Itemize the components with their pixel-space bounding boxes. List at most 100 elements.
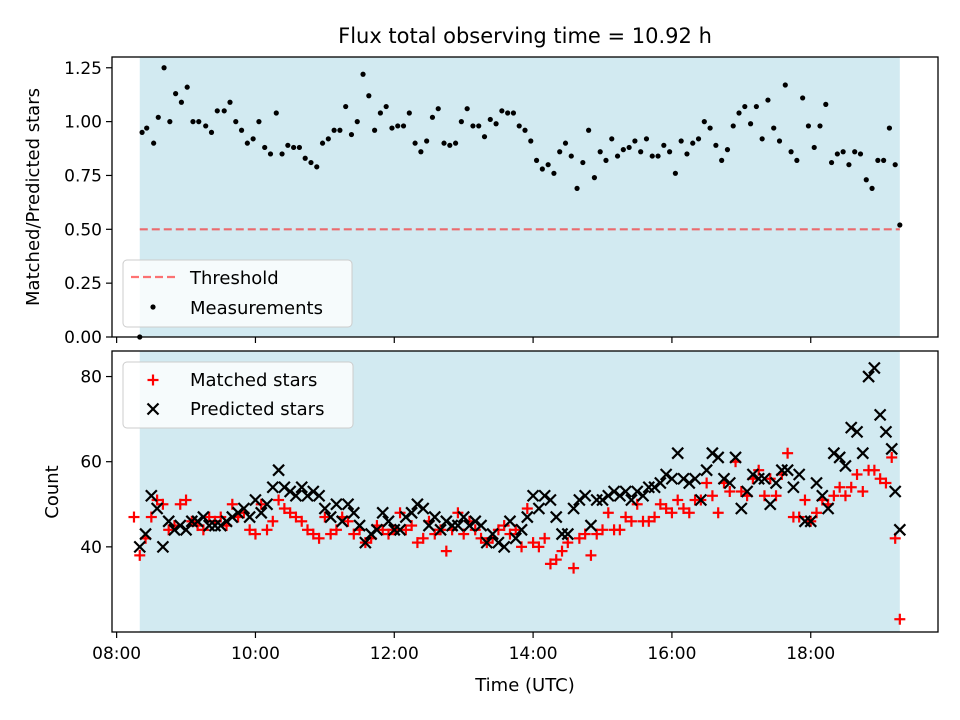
bottom-y-tick-label: 40: [80, 538, 102, 558]
matched-star-point: [874, 473, 886, 485]
predicted-star-point: [347, 506, 361, 520]
matched-star-point: [649, 511, 661, 523]
measurement-point: [678, 138, 684, 144]
predicted-star-point: [544, 493, 557, 507]
measurement-point: [412, 140, 418, 146]
predicted-star-point: [156, 540, 170, 554]
predicted-star-point: [856, 446, 870, 460]
predicted-star-point: [810, 476, 823, 490]
measurement-point: [881, 157, 887, 163]
measurement-point: [649, 153, 655, 159]
measurement-point: [233, 119, 239, 125]
matched-star-point: [712, 507, 724, 519]
predicted-star-point: [312, 489, 326, 503]
predicted-star-point: [486, 527, 499, 541]
matched-star-point: [799, 494, 811, 506]
measurement-point: [505, 110, 511, 116]
predicted-star-point: [665, 472, 679, 486]
measurement-point: [155, 114, 161, 120]
predicted-star-point: [769, 476, 783, 490]
measurement-point: [753, 103, 759, 110]
measurement-point: [759, 136, 765, 142]
top-legend: Threshold Measurements: [122, 259, 353, 328]
measurement-point: [586, 127, 592, 133]
measurement-point: [262, 144, 268, 151]
bottom-predicted-stars: [133, 361, 907, 554]
measurement-point: [452, 140, 459, 146]
matched-star-point: [411, 537, 423, 549]
predicted-star-point: [619, 485, 632, 498]
predicted-star-point: [792, 468, 806, 481]
measurement-point: [857, 151, 864, 157]
predicted-star-point: [145, 489, 158, 503]
predicted-star-point: [888, 485, 902, 498]
predicted-star-point: [711, 451, 725, 464]
matched-star-point: [128, 511, 140, 523]
predicted-star-point: [359, 536, 372, 549]
matched-star-point: [550, 554, 562, 566]
predicted-star-point: [266, 480, 280, 494]
predicted-star-point: [451, 519, 465, 532]
matched-star-point: [620, 511, 632, 523]
measurement-point: [852, 149, 858, 155]
matched-star-point: [834, 481, 846, 493]
predicted-star-point: [422, 519, 436, 532]
measurement-point: [632, 138, 638, 144]
measurement-point: [765, 97, 771, 103]
measurement-point: [435, 106, 441, 112]
predicted-star-point: [295, 480, 309, 494]
measurement-point: [214, 108, 220, 114]
legend-plus-marker: [147, 374, 159, 386]
measurement-point: [574, 185, 580, 191]
measurement-point: [184, 84, 190, 90]
matched-star-point: [880, 477, 892, 489]
x-tick-label: 14:00: [509, 644, 558, 664]
predicted-star-point: [243, 510, 256, 524]
measurement-point: [319, 140, 326, 146]
predicted-star-point: [254, 506, 268, 520]
measurement-point: [470, 123, 476, 129]
predicted-star-point: [758, 472, 771, 486]
measurement-point: [568, 153, 574, 159]
top-y-tick-label: 1.25: [64, 59, 102, 79]
measurement-point: [487, 116, 493, 123]
measurement-point: [788, 149, 794, 155]
measurement-point: [354, 119, 360, 125]
measurement-point: [238, 127, 245, 133]
predicted-star-point: [879, 425, 893, 439]
measurement-point: [892, 162, 898, 168]
matched-star-point: [894, 613, 906, 625]
matched-star-point: [672, 494, 684, 506]
predicted-star-point: [787, 480, 800, 494]
matched-star-point: [273, 494, 285, 506]
measurement-point: [667, 149, 673, 155]
measurement-point: [805, 123, 812, 129]
measurement-point: [724, 147, 731, 153]
predicted-star-point: [249, 493, 262, 507]
matched-star-point: [267, 515, 279, 527]
matched-star-point: [851, 468, 863, 480]
matched-star-point: [573, 532, 585, 544]
predicted-star-point: [578, 489, 592, 503]
matched-star-point: [244, 524, 256, 536]
predicted-star-point: [405, 506, 418, 520]
measurement-point: [869, 185, 875, 191]
measurement-point: [167, 119, 173, 125]
x-tick-label: 08:00: [92, 644, 141, 664]
predicted-star-point: [457, 510, 470, 524]
matched-star-point: [643, 515, 655, 527]
matched-star-point: [325, 528, 337, 540]
measurement-point: [516, 123, 522, 129]
measurement-point: [897, 222, 903, 228]
measurement-point: [279, 151, 285, 157]
measurement-point: [190, 119, 196, 125]
x-axis-label: Time (UTC): [474, 675, 575, 696]
predicted-star-point: [735, 502, 748, 515]
predicted-star-point: [694, 493, 708, 507]
top-y-tick-label: 0.25: [64, 274, 102, 294]
predicted-star-point: [428, 510, 442, 524]
predicted-star-point: [567, 502, 580, 515]
measurement-point: [875, 157, 881, 163]
predicted-star-point: [729, 451, 742, 464]
matched-star-point: [174, 498, 186, 510]
